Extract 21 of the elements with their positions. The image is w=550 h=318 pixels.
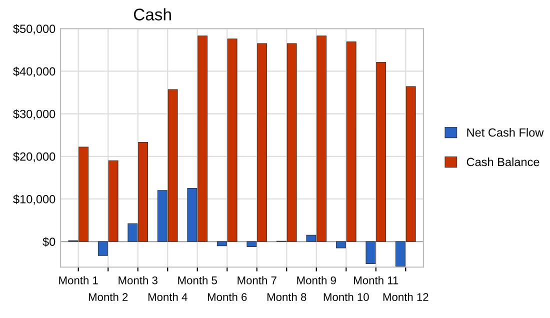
- x-tick-label: Month 9: [297, 276, 336, 284]
- y-tick-label: $50,000: [13, 24, 56, 34]
- y-tick-label: $30,000: [13, 109, 56, 120]
- x-tick-label: Month 8: [267, 292, 306, 302]
- y-tick-label: $10,000: [13, 194, 56, 205]
- chart-title: Cash: [134, 8, 171, 20]
- x-tick-label: Month 4: [148, 292, 188, 302]
- x-tick-label: Month 5: [178, 276, 217, 284]
- x-tick-label: Month 3: [118, 276, 158, 284]
- y-tick-label: $40,000: [13, 66, 56, 77]
- x-tick-label: Month 12: [383, 292, 428, 302]
- x-tick-label: Month 6: [208, 292, 247, 302]
- y-tick-label: $0: [42, 237, 56, 247]
- legend-label: Cash Balance: [466, 157, 540, 166]
- x-tick-label: Month 10: [324, 292, 369, 302]
- legend-label: Net Cash Flow: [467, 128, 544, 137]
- x-tick-label: Month 7: [238, 276, 276, 284]
- y-tick-label: $20,000: [13, 152, 56, 162]
- x-tick-label: Month 11: [354, 276, 398, 284]
- x-tick-label: Month 2: [88, 292, 128, 302]
- x-tick-label: Month 1: [59, 276, 98, 284]
